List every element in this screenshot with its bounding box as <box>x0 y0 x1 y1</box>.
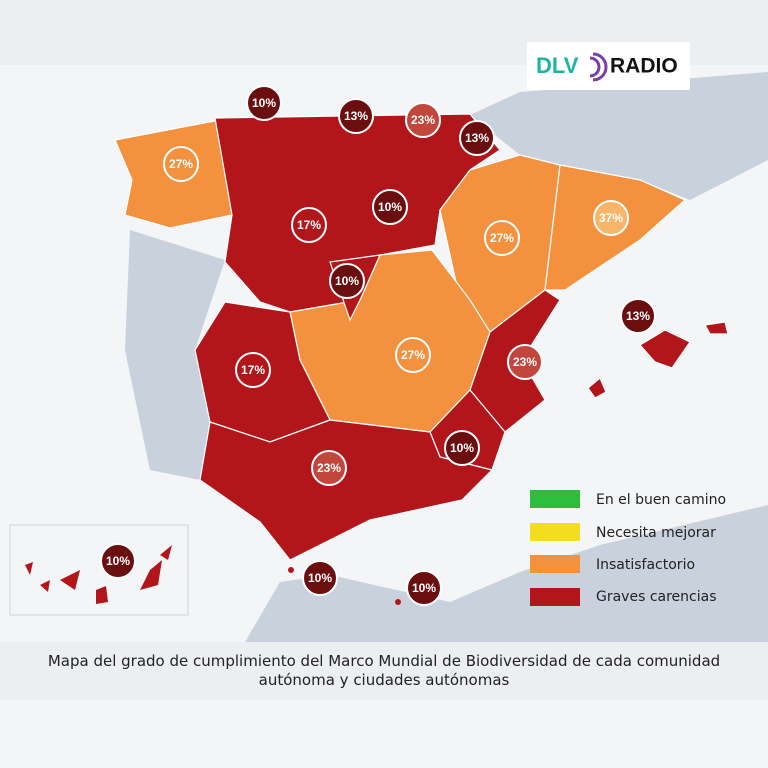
region-badge <box>302 560 338 596</box>
region-badge <box>291 207 327 243</box>
region-badge <box>100 543 136 579</box>
island <box>160 545 172 560</box>
region-value: 10% <box>335 274 359 288</box>
caption: Mapa del grado de cumplimiento del Marco… <box>47 652 721 689</box>
region-value: 13% <box>626 309 650 323</box>
island <box>96 586 108 604</box>
legend-label: Insatisfactorio <box>596 557 695 573</box>
region-value: 17% <box>297 218 321 232</box>
region-badge <box>459 120 495 156</box>
region-badge <box>620 298 656 334</box>
region-badge <box>593 200 629 236</box>
region-value: 10% <box>378 200 402 214</box>
legend-swatch <box>530 588 580 606</box>
region-value: 23% <box>317 461 341 475</box>
region-badge <box>507 344 543 380</box>
region-value: 27% <box>169 157 193 171</box>
region-andalucia <box>199 419 494 561</box>
legend: En el buen camino Necesita mejorar Insat… <box>530 490 726 606</box>
brand-suffix: RADIO <box>610 55 678 78</box>
legend-label: En el buen camino <box>596 492 726 508</box>
brand-box <box>527 42 690 90</box>
region-badge <box>329 263 365 299</box>
region-badge <box>246 85 282 121</box>
region-badge <box>395 337 431 373</box>
region-badge <box>406 570 442 606</box>
neighbour-land <box>125 72 768 642</box>
region-value: 37% <box>599 211 623 225</box>
region-value: 17% <box>241 363 265 377</box>
region-badge <box>338 98 374 134</box>
region-value: 23% <box>411 113 435 127</box>
region-menorca <box>704 321 729 335</box>
legend-label: Graves carencias <box>596 589 717 605</box>
region-badge <box>311 450 347 486</box>
region-badge <box>405 102 441 138</box>
ceuta-mark <box>288 567 294 573</box>
brand: DLV RADIO <box>527 42 690 90</box>
france <box>470 72 768 200</box>
portugal <box>125 230 225 480</box>
canarias-inset <box>9 524 189 616</box>
island <box>40 580 50 592</box>
region-badge <box>372 189 408 225</box>
melilla-mark <box>395 599 401 605</box>
region-value: 10% <box>450 441 474 455</box>
region-value: 10% <box>252 96 276 110</box>
region-badge <box>163 146 199 182</box>
region-badge <box>444 430 480 466</box>
brand-name: DLV <box>536 53 579 78</box>
region-value: 13% <box>465 131 489 145</box>
region-badge <box>484 220 520 256</box>
legend-swatch <box>530 555 580 573</box>
brand-icon <box>589 52 608 82</box>
region-value: 23% <box>513 355 537 369</box>
africa <box>245 505 768 642</box>
footer-band <box>0 700 768 768</box>
region-value: 27% <box>401 348 425 362</box>
island <box>60 570 80 590</box>
region-ibiza <box>587 377 607 399</box>
island <box>140 560 162 590</box>
region-value: 10% <box>106 554 130 568</box>
island <box>25 562 33 575</box>
region-value: 10% <box>412 581 436 595</box>
legend-swatch <box>530 490 580 508</box>
legend-swatch <box>530 523 580 541</box>
region-value: 13% <box>344 109 368 123</box>
canarias-islands <box>25 545 172 604</box>
region-value: 27% <box>490 231 514 245</box>
region-value: 10% <box>308 571 332 585</box>
legend-label: Necesita mejorar <box>596 525 716 541</box>
region-badge <box>235 352 271 388</box>
region-mallorca <box>639 329 691 369</box>
badges: 27% 10% 13% 23% 13% 17% 10% 27% 37% 10% 13% 17% 27% 2… <box>100 85 656 606</box>
